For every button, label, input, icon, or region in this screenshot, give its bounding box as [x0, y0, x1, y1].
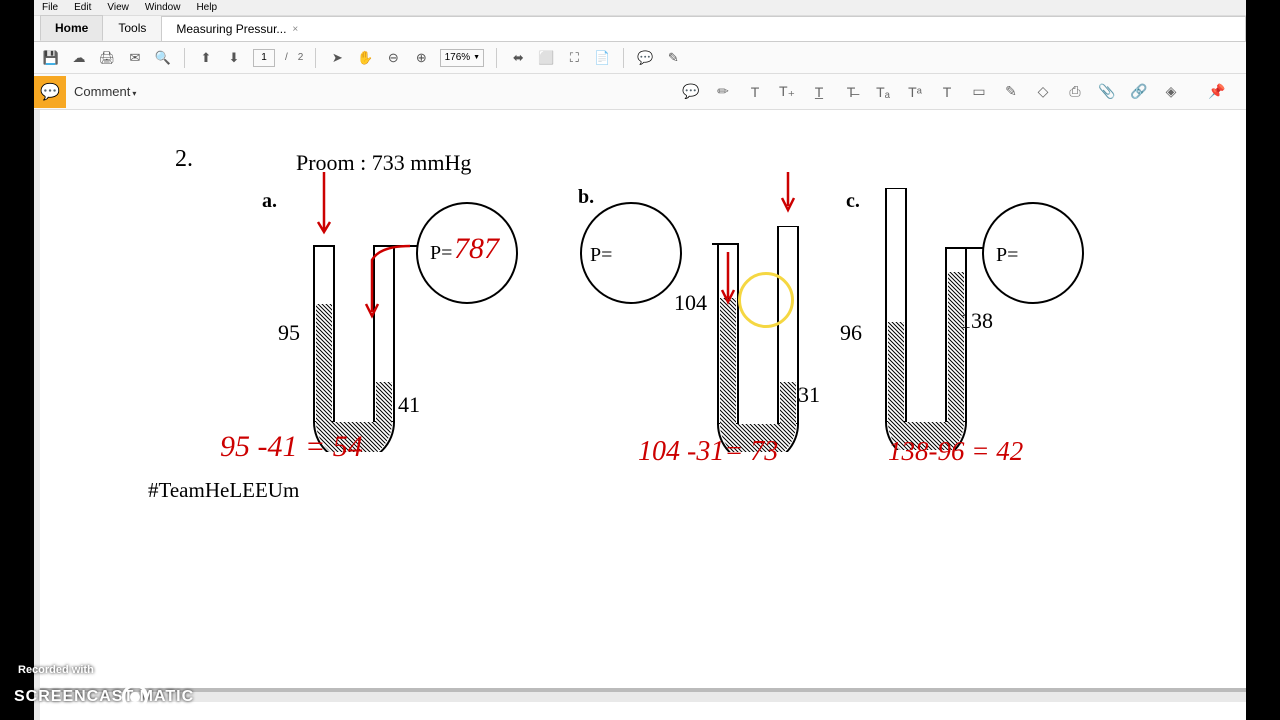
hashtag: #TeamHeLEEUm [148, 478, 299, 503]
page-total: 2 [298, 52, 304, 63]
attach-icon[interactable]: 📎 [1098, 83, 1116, 101]
menu-file[interactable]: File [34, 2, 66, 13]
right-val-b: 31 [798, 382, 820, 408]
calc-b: 104 -31= 73 [638, 436, 778, 468]
sign-icon[interactable]: ✎ [664, 49, 682, 67]
pressure-label-a: P= [430, 242, 452, 265]
tab-home[interactable]: Home [40, 15, 103, 41]
page-separator: / [285, 52, 288, 63]
save-icon[interactable]: 💾 [42, 49, 60, 67]
tab-doc-label: Measuring Pressur... [176, 22, 286, 36]
problem-number: 2. [175, 146, 193, 173]
highlight-circle [738, 272, 794, 328]
shapes-icon[interactable]: ◈ [1162, 83, 1180, 101]
strikeout-icon[interactable]: T̶ [842, 83, 860, 101]
left-val-a: 95 [278, 320, 300, 346]
label-b: b. [578, 186, 594, 209]
right-val-a: 41 [398, 392, 420, 418]
menu-help[interactable]: Help [188, 2, 225, 13]
text-icon[interactable]: T [746, 83, 764, 101]
annotation-toolbar: 💬 Comment 💬 ✏ T T₊ T̲ T̶ Tₐ Tᵃ T ▭ ✎ ◇ ⎙… [34, 74, 1246, 110]
main-toolbar: 💾 ☁ 🖨 ✉ 🔍 ⬆ ⬇ 1 / 2 ➤ ✋ ⊖ ⊕ 176%▼ ⬌ ⬜ ⛶ … [34, 42, 1246, 74]
fit-width-icon[interactable]: ⬌ [509, 49, 527, 67]
draw-icon[interactable]: ✎ [1002, 83, 1020, 101]
fit-page-icon[interactable]: ⬜ [537, 49, 555, 67]
label-c: c. [846, 190, 860, 213]
label-a: a. [262, 190, 277, 213]
pressure-label-c: P= [996, 244, 1018, 267]
pdf-viewer-app: File Edit View Window Help Home Tools Me… [34, 0, 1246, 720]
next-page-icon[interactable]: ⬇ [225, 49, 243, 67]
note-icon[interactable]: 💬 [682, 83, 700, 101]
zoom-out-icon[interactable]: ⊖ [384, 49, 402, 67]
textbox-icon[interactable]: ▭ [970, 83, 988, 101]
comment-panel-button[interactable]: 💬 [34, 76, 66, 108]
read-mode-icon[interactable]: 📄 [593, 49, 611, 67]
calc-c: 138-96 = 42 [888, 436, 1023, 467]
fullscreen-icon[interactable]: ⛶ [565, 49, 583, 67]
zoom-in-icon[interactable]: ⊕ [412, 49, 430, 67]
add-text-icon[interactable]: T [938, 83, 956, 101]
screencast-logo: SCREENCAST MATIC [14, 688, 194, 706]
document-area[interactable]: 2. Proom : 733 mmHg a. P= 787 95 [34, 110, 1246, 720]
menu-window[interactable]: Window [137, 2, 189, 13]
comment-dropdown[interactable]: Comment [74, 84, 136, 99]
right-val-c: 138 [960, 308, 993, 334]
text-sup-icon[interactable]: Tᵃ [906, 83, 924, 101]
zoom-select[interactable]: 176%▼ [440, 49, 484, 67]
pointer-icon[interactable]: ➤ [328, 49, 346, 67]
menu-edit[interactable]: Edit [66, 2, 99, 13]
stamp-icon[interactable]: ⎙ [1066, 83, 1084, 101]
prev-page-icon[interactable]: ⬆ [197, 49, 215, 67]
red-arrows-a [310, 170, 430, 350]
pdf-page-1: 2. Proom : 733 mmHg a. P= 787 95 [40, 110, 1246, 692]
search-icon[interactable]: 🔍 [154, 49, 172, 67]
answer-a: 787 [454, 232, 499, 266]
page-number-input[interactable]: 1 [253, 49, 275, 67]
hand-icon[interactable]: ✋ [356, 49, 374, 67]
comment-bubble-icon[interactable]: 💬 [636, 49, 654, 67]
calc-a: 95 -41 = 54 [220, 430, 363, 464]
print-icon[interactable]: 🖨 [98, 49, 116, 67]
cloud-icon[interactable]: ☁ [70, 49, 88, 67]
pin-icon[interactable]: 📌 [1208, 83, 1226, 101]
tab-close-icon[interactable]: × [292, 24, 298, 35]
text-callout-icon[interactable]: T₊ [778, 83, 796, 101]
eraser-icon[interactable]: ◇ [1034, 83, 1052, 101]
pdf-page-2-top: Include pictures and/or particle diagram… [40, 702, 1246, 720]
tab-bar: Home Tools Measuring Pressur... × [34, 16, 1246, 42]
left-val-b: 104 [674, 290, 707, 316]
annotation-tools: 💬 ✏ T T₊ T̲ T̶ Tₐ Tᵃ T ▭ ✎ ◇ ⎙ 📎 🔗 ◈ 📌 [682, 83, 1226, 101]
left-val-c: 96 [840, 320, 862, 346]
mail-icon[interactable]: ✉ [126, 49, 144, 67]
menu-view[interactable]: View [99, 2, 137, 13]
highlight-icon[interactable]: ✏ [714, 83, 732, 101]
link-icon[interactable]: 🔗 [1130, 83, 1148, 101]
tab-tools[interactable]: Tools [103, 15, 161, 41]
underline-icon[interactable]: T̲ [810, 83, 828, 101]
text-sub-icon[interactable]: Tₐ [874, 83, 892, 101]
watermark-text: Recorded with [18, 664, 94, 676]
pressure-label-b: P= [590, 244, 612, 267]
tab-document[interactable]: Measuring Pressur... × [161, 16, 1246, 41]
menu-bar: File Edit View Window Help [34, 0, 1246, 16]
